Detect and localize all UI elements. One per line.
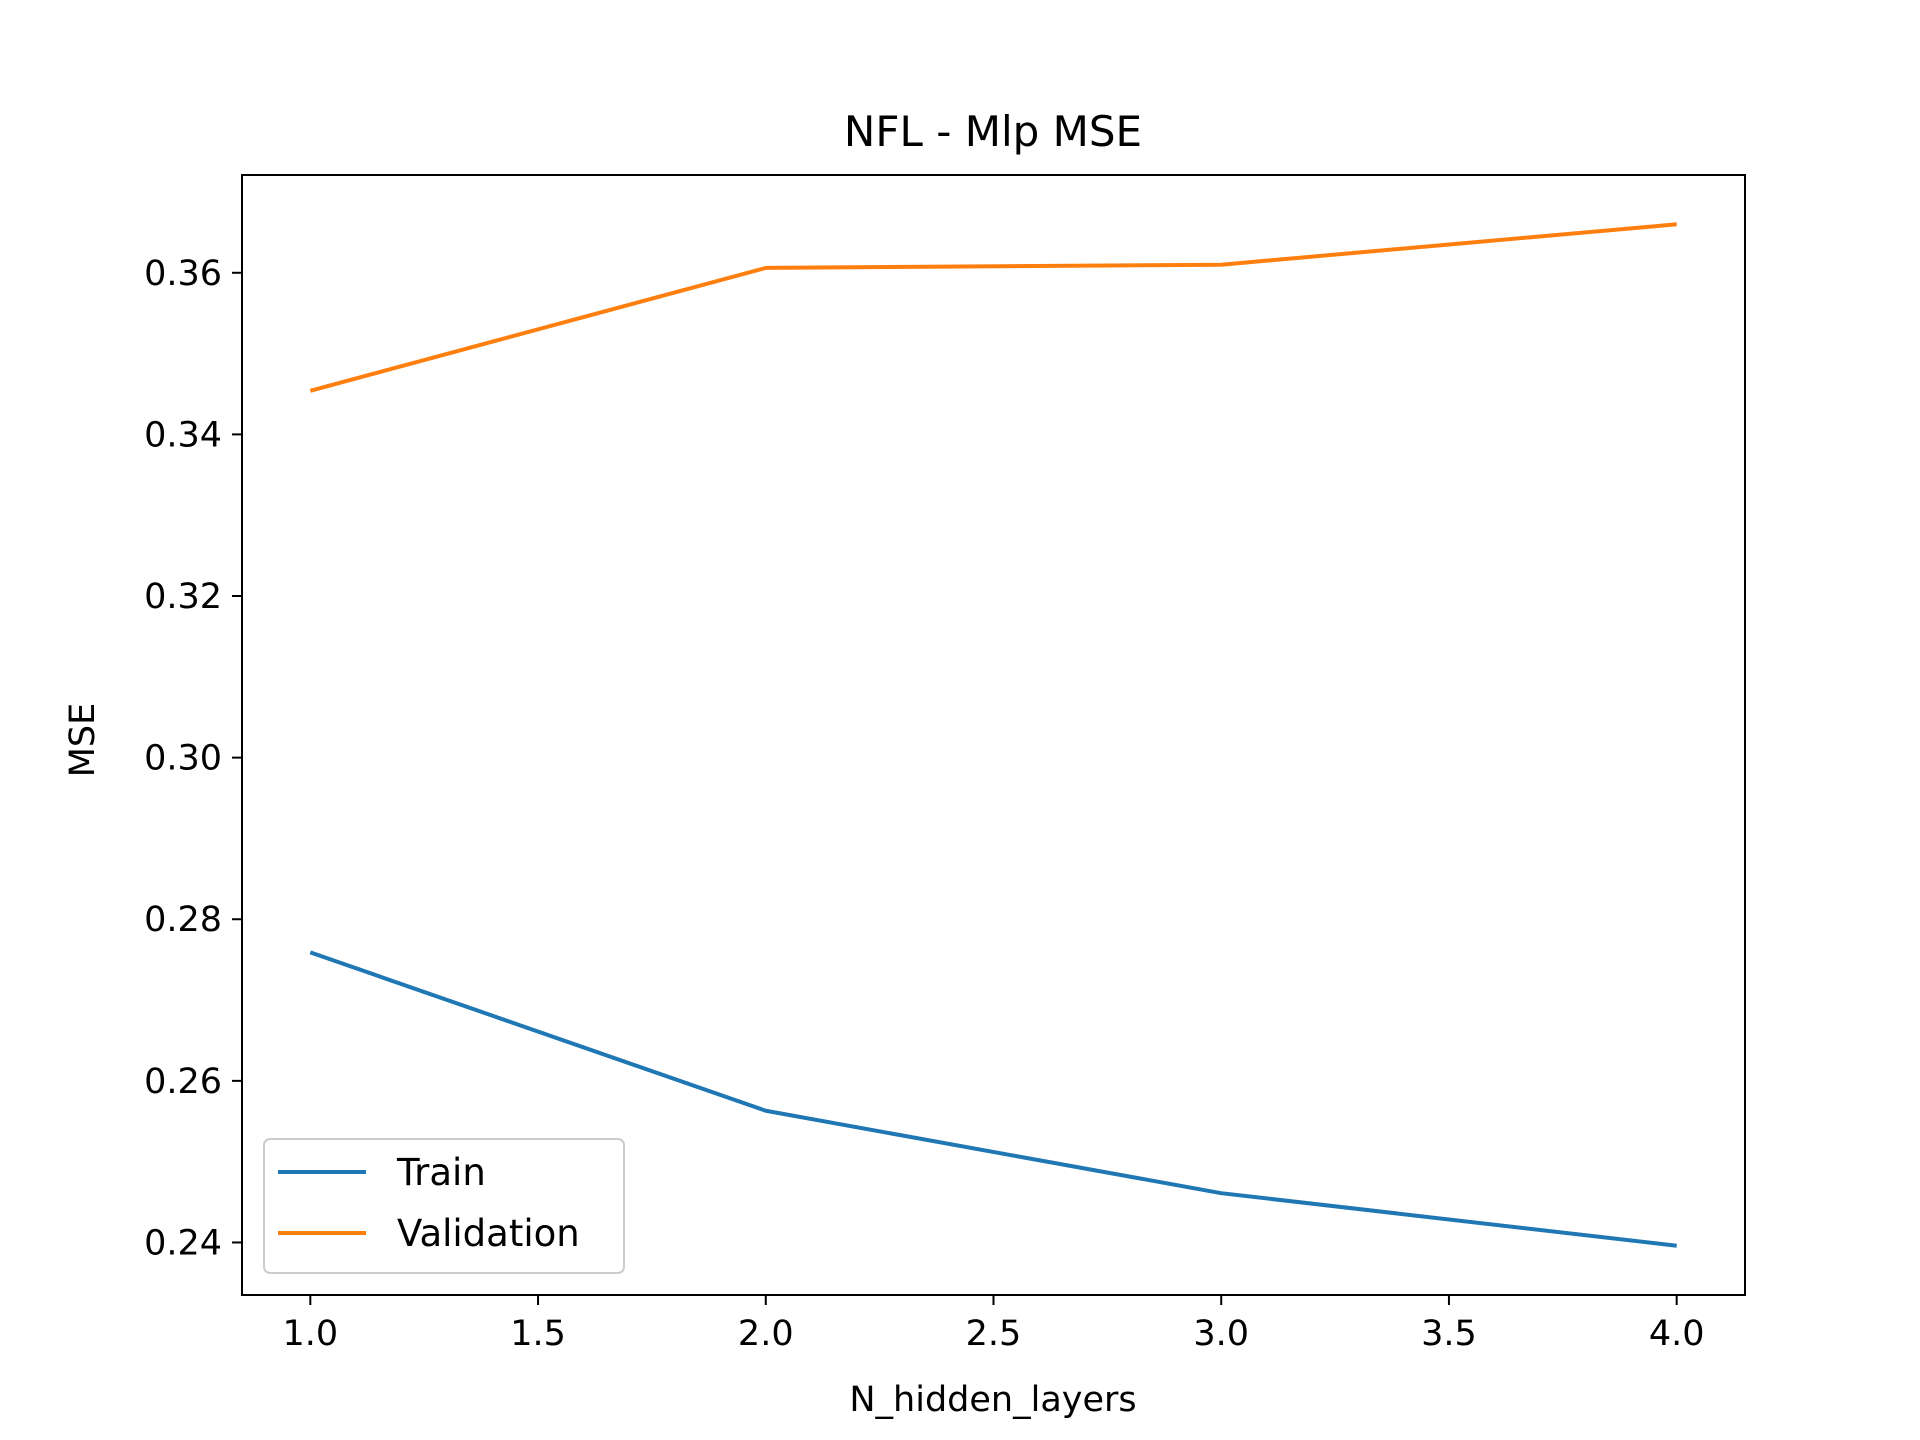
x-tick-label: 1.0 [282,1314,338,1354]
chart-title: NFL - Mlp MSE [844,107,1142,156]
y-axis-title: MSE [63,703,103,778]
y-tick-label: 0.28 [144,900,222,940]
x-axis-title: N_hidden_layers [849,1380,1136,1420]
x-tick-label: 3.0 [1193,1314,1249,1354]
x-tick-label: 3.5 [1421,1314,1477,1354]
y-axis: 0.24 0.26 0.28 0.30 0.32 0.34 0.36 [144,254,242,1263]
x-tick-label: 4.0 [1649,1314,1705,1354]
x-tick-label: 2.5 [966,1314,1022,1354]
y-tick-label: 0.30 [144,739,222,779]
series-layer [309,222,1677,1248]
y-tick-label: 0.36 [144,254,222,294]
y-tick-label: 0.26 [144,1062,222,1102]
y-tick-label: 0.32 [144,577,222,617]
x-tick-label: 1.5 [510,1314,566,1354]
y-tick-label: 0.34 [144,415,222,455]
x-axis: 1.0 1.5 2.0 2.5 3.0 3.5 4.0 [282,1295,1705,1354]
y-tick-label: 0.24 [144,1223,222,1263]
legend-label-validation: Validation [397,1212,580,1255]
x-tick-label: 2.0 [738,1314,794,1354]
legend-label-train: Train [396,1151,486,1194]
series-line-train [309,950,1677,1248]
legend: Train Validation [263,1138,625,1274]
series-line-validation [309,222,1677,393]
